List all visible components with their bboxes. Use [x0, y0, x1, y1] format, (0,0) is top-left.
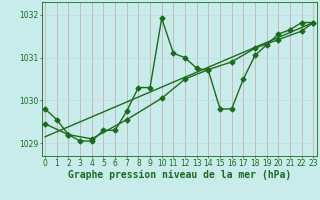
X-axis label: Graphe pression niveau de la mer (hPa): Graphe pression niveau de la mer (hPa) — [68, 170, 291, 180]
